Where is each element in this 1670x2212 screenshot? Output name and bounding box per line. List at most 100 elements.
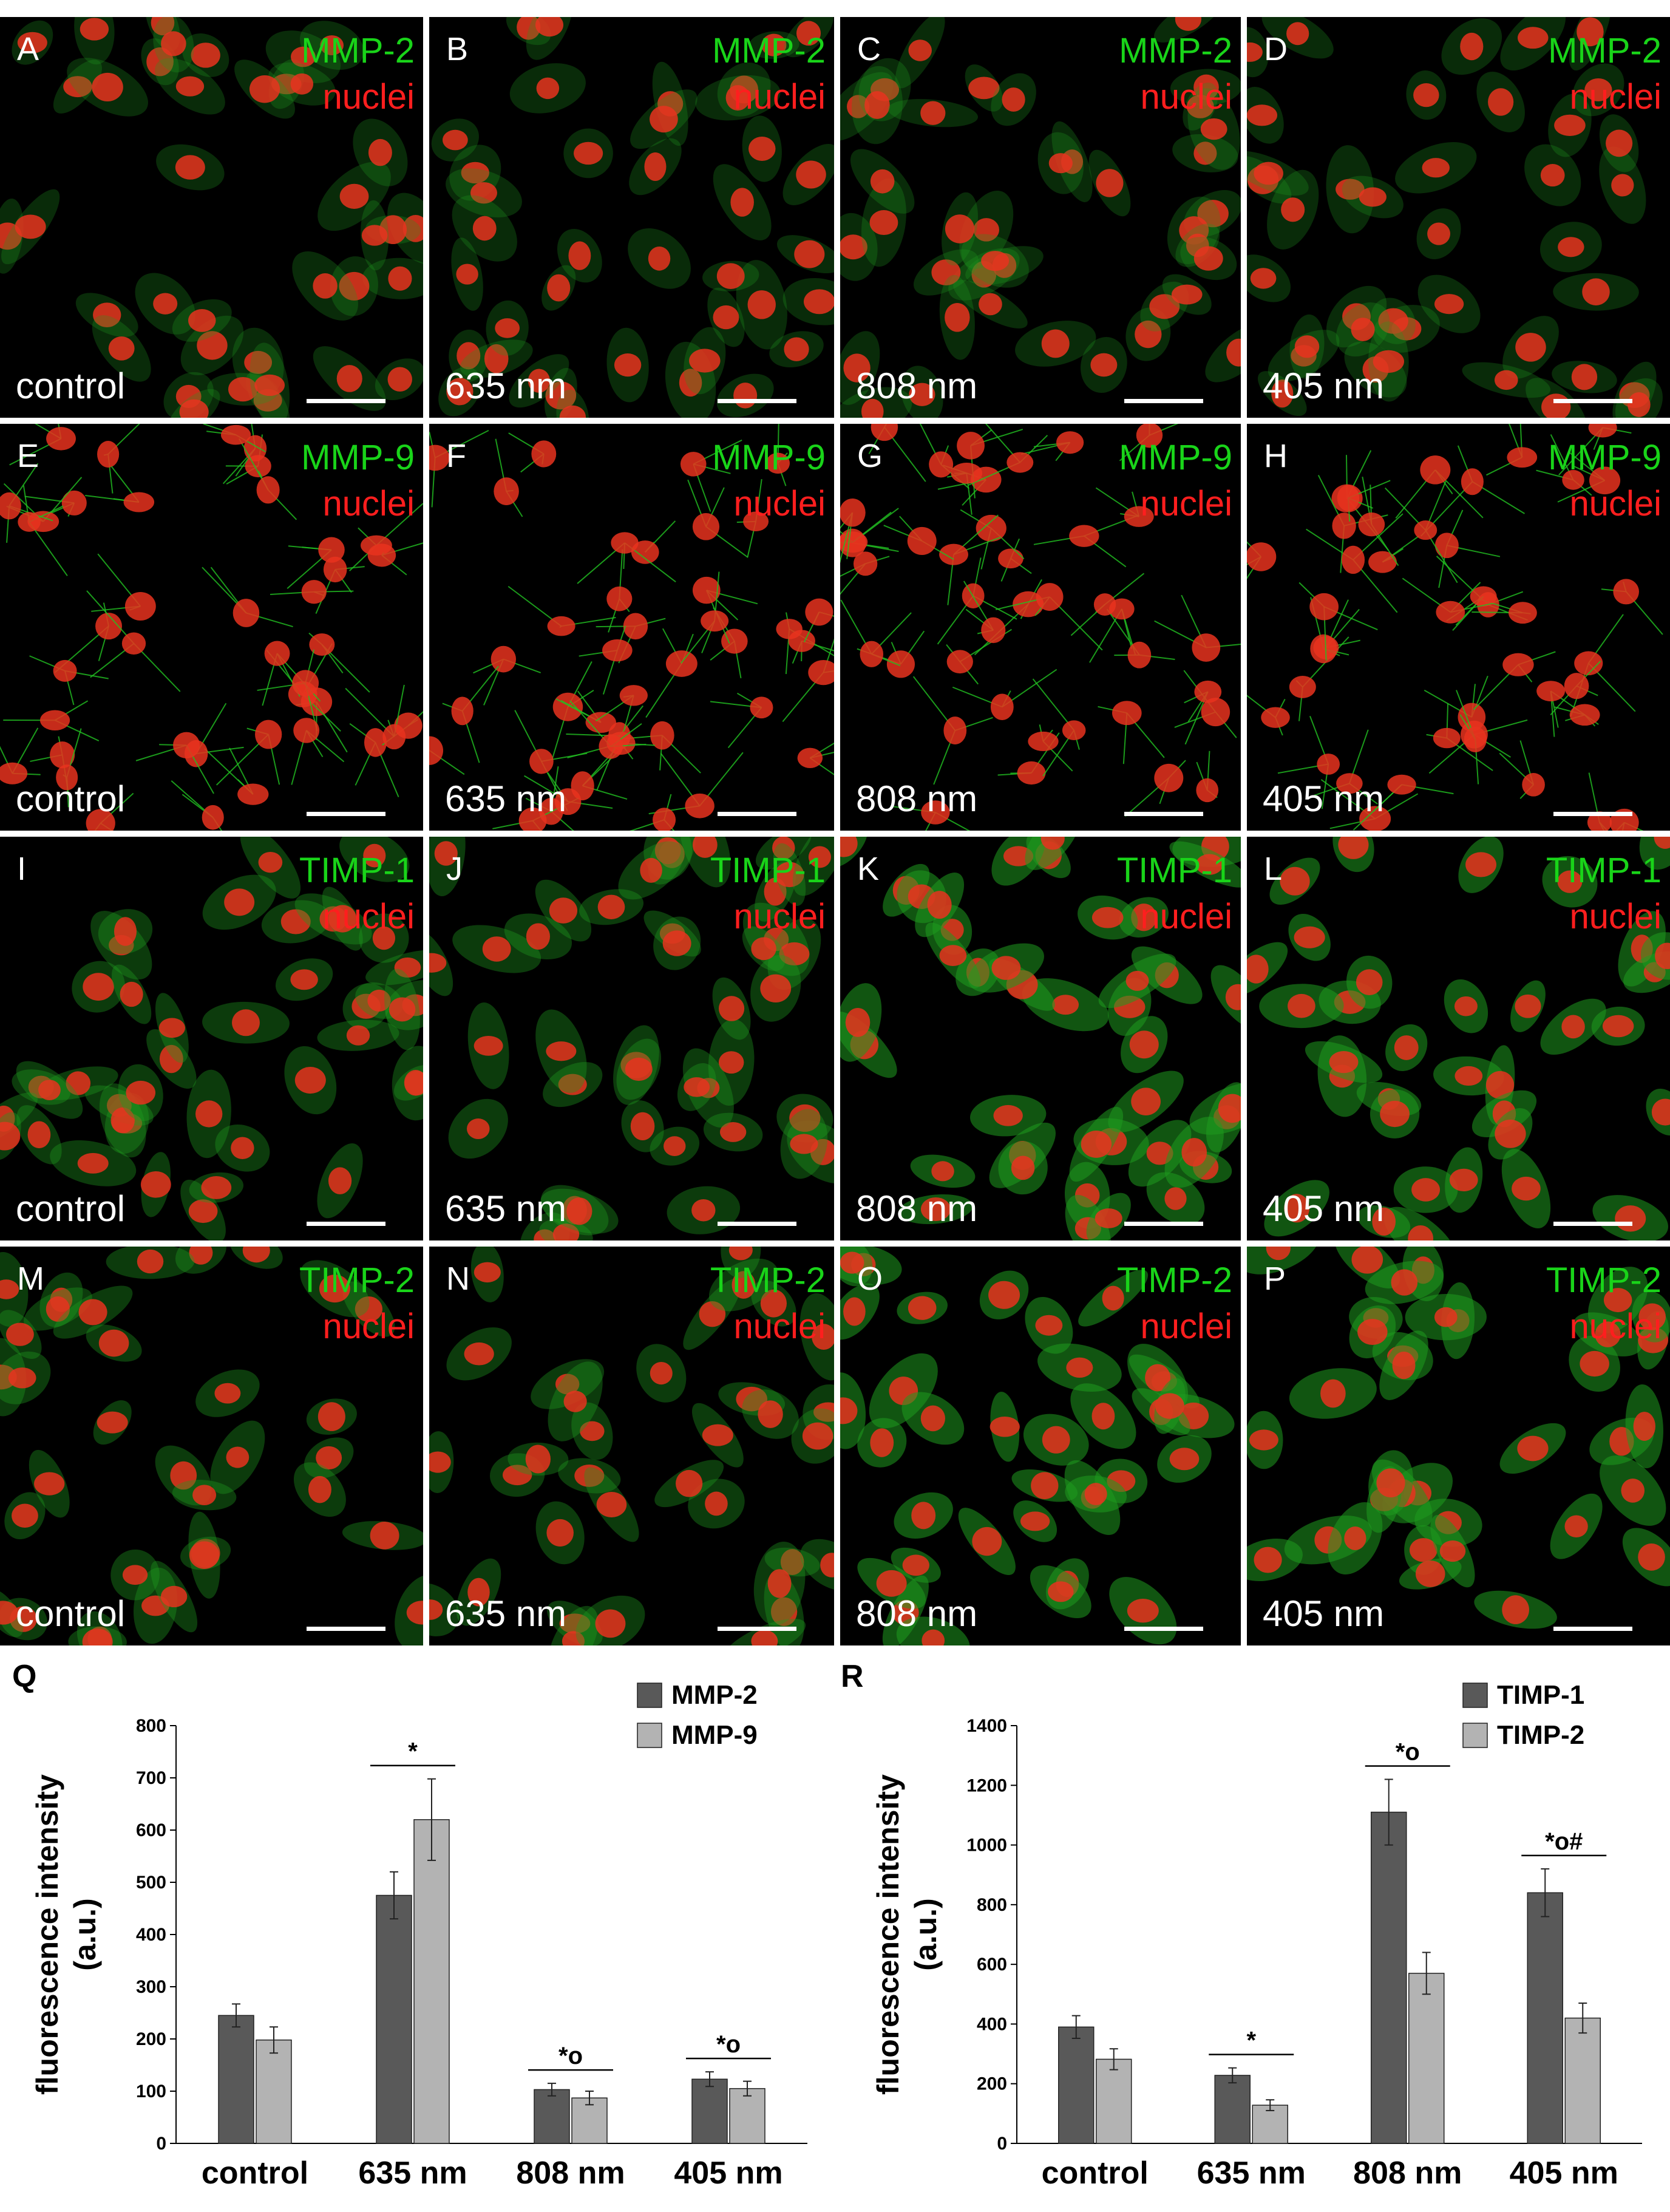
- scale-bar: [307, 1627, 385, 1631]
- scale-bar: [1553, 1222, 1632, 1226]
- bar: [1214, 2075, 1251, 2144]
- marker-label: MMP-9: [712, 438, 826, 477]
- bar: [1564, 2017, 1601, 2144]
- marker-label: TIMP-1: [1116, 851, 1232, 890]
- x-tick-label: 405 nm: [674, 2156, 782, 2191]
- condition-label: control: [16, 1593, 126, 1634]
- condition-label: 635 nm: [445, 1593, 567, 1634]
- y-tick-label: 1000: [966, 1836, 1007, 1856]
- y-axis-label: fluorescence intensity (a.u.): [871, 1774, 943, 2095]
- significance-label: *o: [716, 2031, 741, 2058]
- y-tick-label: 400: [977, 2014, 1007, 2034]
- significance-label: *: [408, 1738, 418, 1765]
- nuclei-label: nuclei: [1140, 484, 1232, 523]
- marker-label: TIMP-2: [710, 1261, 826, 1300]
- x-tick-label: control: [1042, 2156, 1149, 2191]
- bar: [376, 1894, 412, 2144]
- bar: [729, 2088, 765, 2144]
- micrograph-panel: D MMP-2 nuclei 405 nm: [1247, 17, 1670, 418]
- scale-bar: [1124, 399, 1203, 403]
- scale-bar: [307, 1222, 385, 1226]
- marker-label: MMP-9: [1548, 438, 1662, 477]
- micrograph-panel: E MMP-9 nuclei control: [0, 424, 423, 831]
- condition-label: 635 nm: [445, 1188, 567, 1229]
- micrograph-panel: F MMP-9 nuclei 635 nm: [429, 424, 834, 831]
- marker-label: TIMP-2: [1116, 1261, 1232, 1300]
- legend-label: MMP-9: [671, 1720, 758, 1750]
- x-tick-label: 635 nm: [1197, 2156, 1306, 2191]
- significance-label: *o: [1396, 1738, 1420, 1765]
- nuclei-label: nuclei: [733, 1307, 826, 1346]
- legend-swatch: [637, 1723, 662, 1748]
- bar: [413, 1819, 450, 2144]
- bar: [256, 2039, 292, 2144]
- cell-image: [1247, 17, 1663, 418]
- micrograph-panel: O TIMP-2 nuclei 808 nm: [840, 1247, 1241, 1645]
- nuclei-label: nuclei: [1569, 77, 1662, 117]
- condition-label: control: [16, 778, 126, 819]
- bar: [218, 2015, 254, 2144]
- cell-image: [0, 17, 423, 418]
- panel-letter: D: [1264, 31, 1288, 67]
- panel-letter: O: [857, 1261, 883, 1297]
- condition-label: 808 nm: [856, 778, 978, 819]
- bar: [1252, 2105, 1288, 2144]
- legend-swatch: [1462, 1723, 1488, 1748]
- y-tick-label: 1400: [966, 1716, 1007, 1736]
- bar: [1058, 2026, 1095, 2144]
- legend-swatch: [637, 1683, 662, 1708]
- panel-letter: N: [446, 1261, 470, 1297]
- y-tick-label: 1200: [966, 1775, 1007, 1795]
- legend-label: MMP-2: [671, 1680, 758, 1710]
- y-tick-label: 400: [136, 1925, 166, 1945]
- micrograph-panel: J TIMP-1 nuclei 635 nm: [429, 837, 834, 1240]
- micrograph-grid: A MMP-2 nuclei control B MMP-2 nuclei 635 nm C MM…: [0, 17, 1670, 1645]
- x-tick-label: 808 nm: [516, 2156, 625, 2191]
- nuclei-label: nuclei: [1569, 484, 1662, 523]
- nuclei-label: nuclei: [322, 897, 415, 936]
- panel-letter: G: [857, 438, 883, 474]
- chart-panel-letter: Q: [12, 1659, 36, 1694]
- panel-letter: E: [17, 438, 39, 474]
- bar: [1371, 1811, 1407, 2144]
- condition-label: 405 nm: [1263, 366, 1385, 406]
- y-tick-label: 500: [136, 1873, 166, 1893]
- cell-image: [840, 424, 1241, 831]
- micrograph-panel: M TIMP-2 nuclei control: [0, 1247, 423, 1645]
- legend-label: TIMP-1: [1497, 1680, 1584, 1710]
- micrograph-panel: N TIMP-2 nuclei 635 nm: [429, 1247, 834, 1645]
- cell-image: [1247, 424, 1663, 831]
- micrograph-panel: C MMP-2 nuclei 808 nm: [840, 17, 1241, 418]
- scale-bar: [1124, 812, 1203, 816]
- scale-bar: [718, 1222, 796, 1226]
- bar: [691, 2078, 728, 2144]
- panel-letter: A: [17, 31, 39, 67]
- condition-label: 405 nm: [1263, 1188, 1385, 1229]
- condition-label: 405 nm: [1263, 778, 1385, 819]
- condition-label: 808 nm: [856, 1593, 978, 1634]
- nuclei-label: nuclei: [1140, 77, 1232, 117]
- panel-letter: M: [17, 1261, 44, 1297]
- marker-label: MMP-9: [1119, 438, 1232, 477]
- y-tick-label: 600: [977, 1955, 1007, 1975]
- y-tick-label: 200: [977, 2074, 1007, 2094]
- scale-bar: [1553, 1627, 1632, 1631]
- bar: [534, 2089, 570, 2144]
- panel-letter: C: [857, 31, 881, 67]
- panel-letter: B: [446, 31, 469, 67]
- x-tick-label: 405 nm: [1510, 2156, 1618, 2191]
- cell-image: [429, 424, 834, 831]
- nuclei-label: nuclei: [322, 77, 415, 117]
- condition-label: control: [16, 1188, 126, 1229]
- condition-label: 808 nm: [856, 1188, 978, 1229]
- micrograph-panel: K TIMP-1 nuclei 808 nm: [840, 837, 1241, 1240]
- scale-bar: [307, 399, 385, 403]
- nuclei-label: nuclei: [733, 897, 826, 936]
- cell-image: [429, 1247, 834, 1645]
- scale-bar: [718, 1627, 796, 1631]
- y-tick-label: 100: [136, 2081, 166, 2101]
- scale-bar: [718, 399, 796, 403]
- nuclei-label: nuclei: [733, 77, 826, 117]
- bar: [1408, 1973, 1445, 2144]
